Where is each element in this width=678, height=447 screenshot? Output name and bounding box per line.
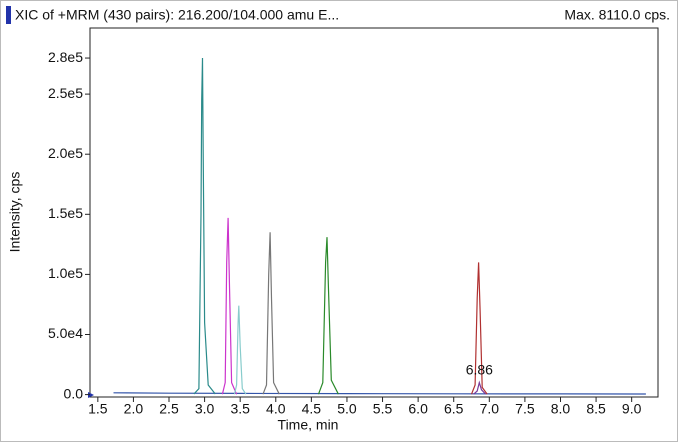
series-line xyxy=(317,237,339,395)
x-tick-label: 3.0 xyxy=(195,401,215,417)
peak-annotation: 6.86 xyxy=(466,361,493,377)
y-tick-label: 2.5e5 xyxy=(48,85,83,101)
x-tick-label: 6.0 xyxy=(408,401,428,417)
y-tick-label: 2.0e5 xyxy=(48,145,83,161)
max-label: Max. 8110.0 cps. xyxy=(564,7,670,23)
x-tick-label: 8.5 xyxy=(586,401,606,417)
x-tick-label: 8.0 xyxy=(551,401,571,417)
zero-marker xyxy=(88,392,94,398)
x-tick-label: 4.5 xyxy=(302,401,322,417)
x-tick-label: 3.5 xyxy=(230,401,250,417)
plot-area xyxy=(89,27,659,398)
y-axis-label: Intensity, cps xyxy=(7,172,23,253)
series-line xyxy=(262,232,280,395)
series-line xyxy=(470,262,488,395)
series-line xyxy=(233,305,247,395)
x-tick-label: 7.0 xyxy=(480,401,500,417)
y-tick-label: 5.0e4 xyxy=(48,325,83,341)
header-marker xyxy=(6,6,11,24)
x-axis-label: Time, min xyxy=(278,417,339,433)
x-tick-label: 2.5 xyxy=(159,401,179,417)
y-tick-label: 1.0e5 xyxy=(48,265,83,281)
x-tick-label: 6.5 xyxy=(444,401,464,417)
series-line xyxy=(193,57,216,395)
series-line xyxy=(221,217,238,395)
x-tick-label: 7.5 xyxy=(515,401,535,417)
x-tick-label: 2.0 xyxy=(124,401,144,417)
x-tick-label: 5.0 xyxy=(337,401,357,417)
series-line xyxy=(113,392,646,395)
x-tick-label: 9.0 xyxy=(622,401,642,417)
x-tick-label: 1.5 xyxy=(88,401,108,417)
y-tick-label: 0.0 xyxy=(64,385,84,401)
series-line xyxy=(473,380,487,395)
y-tick-label: 1.5e5 xyxy=(48,205,83,221)
x-tick-label: 4.0 xyxy=(266,401,286,417)
chart-title: XIC of +MRM (430 pairs): 216.200/104.000… xyxy=(15,7,339,23)
y-tick-label: 2.8e5 xyxy=(48,49,83,65)
x-tick-label: 5.5 xyxy=(373,401,393,417)
